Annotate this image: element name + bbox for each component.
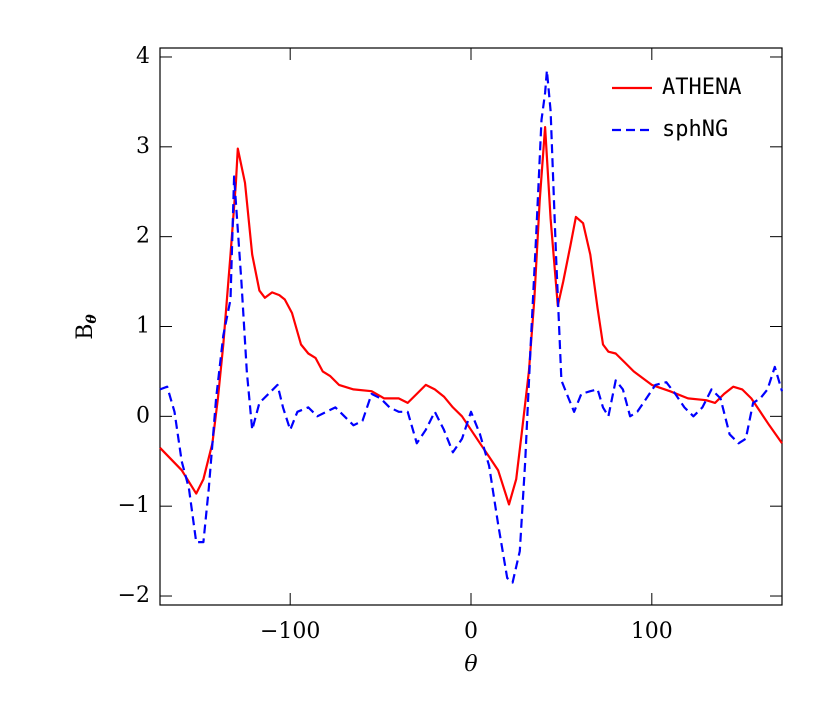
y-tick-label: −2 [118,583,150,608]
x-tick-label: 100 [631,619,673,644]
y-tick-label: 0 [136,403,150,428]
x-tick-label: 0 [464,619,478,644]
data-line [159,69,784,584]
data-line [159,126,783,506]
y-label-subscript: θ [84,314,100,324]
y-tick-label: 1 [136,314,150,339]
x-axis-label: θ [464,652,477,677]
x-tick-label: −100 [260,619,320,644]
y-tick-label: 4 [136,44,150,69]
y-tick-label: 3 [136,134,150,159]
y-tick-label: −1 [118,493,150,518]
legend-label: sphNG [662,117,728,142]
y-tick-label: 2 [136,224,150,249]
y-axis-label: Bθ [73,314,100,340]
legend-label: ATHENA [662,75,741,100]
y-label-main: B [73,324,98,340]
